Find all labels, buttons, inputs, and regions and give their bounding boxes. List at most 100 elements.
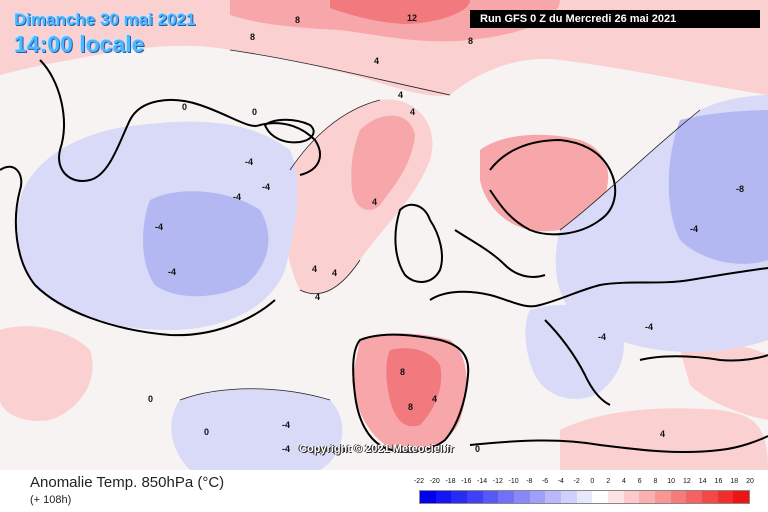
contour-label: 4 — [432, 394, 437, 404]
copyright-notice: Copyright © 2021 Meteociel.fr — [299, 443, 454, 455]
contour-label: -4 — [233, 192, 241, 202]
legend-swatch — [655, 491, 671, 503]
warm-area-arctic-max — [330, 0, 470, 24]
coast-scandinavia — [489, 138, 617, 236]
cold-area-central-europe — [525, 305, 624, 399]
legend-swatch — [576, 491, 593, 503]
warm-area-atlantic-core — [351, 115, 415, 210]
contour-lines — [179, 49, 701, 401]
contour-label: 0 — [204, 427, 209, 437]
legend-swatch — [498, 491, 515, 503]
map-canvas: 12 8 8 8 4 4 0 0 -4 -4 -4 -4 -4 4 4 4 4 … — [0, 0, 768, 470]
warm-area-east-med — [680, 344, 768, 420]
coast-uk — [394, 203, 443, 283]
legend-tick-label: -18 — [445, 478, 456, 485]
legend-swatch — [435, 491, 452, 503]
legend-swatch — [623, 491, 640, 503]
legend-swatch — [482, 491, 499, 503]
cold-area-north-atlantic-core — [143, 191, 269, 297]
contour-labels: 12 8 8 8 4 4 0 0 -4 -4 -4 -4 -4 4 4 4 4 … — [148, 13, 744, 454]
legend-tick-label: -20 — [429, 478, 440, 485]
legend-swatch — [608, 491, 624, 503]
legend-swatch — [717, 491, 734, 503]
contour-label: 4 — [660, 429, 665, 439]
contour-label: 8 — [400, 367, 405, 377]
contour-label: 4 — [312, 264, 317, 274]
legend-tick-label: 2 — [606, 478, 611, 485]
contour-label: -4 — [155, 222, 163, 232]
legend-swatch — [733, 491, 750, 503]
coast-greenland — [39, 59, 321, 182]
contour-label: 0 — [148, 394, 153, 404]
legend-swatch — [467, 491, 483, 503]
contour-label: -4 — [282, 444, 290, 454]
legend-swatch — [514, 491, 530, 503]
contour-label: 4 — [398, 90, 403, 100]
contour-label: -4 — [168, 267, 176, 277]
legend-tick-label: 6 — [637, 478, 642, 485]
legend-tick-label: 14 — [698, 478, 707, 485]
legend-tick-label: 8 — [653, 478, 658, 485]
coast-europe-mainland — [429, 267, 768, 308]
legend-tick-label: -10 — [508, 478, 519, 485]
legend-tick-label: 18 — [730, 478, 739, 485]
contour-label: -8 — [736, 184, 744, 194]
warm-area-scandinavia — [480, 134, 609, 232]
legend-swatch — [592, 491, 609, 503]
legend-labels: -22 -20 -18 -16 -14 -12 -10 -8 -6 -4 -2 0 2 4 6 8 10 12 14… — [414, 478, 754, 488]
legend-color-bar — [419, 490, 750, 504]
contour-label: 8 — [295, 15, 300, 25]
contour-label: 0 — [182, 102, 187, 112]
coast-iceland — [263, 118, 315, 144]
legend-tick-label: -8 — [526, 478, 533, 485]
forecast-lead-time: (+ 108h) — [30, 494, 72, 506]
contour-line — [299, 259, 361, 295]
legend-tick-label: -4 — [557, 478, 564, 485]
legend-swatch — [686, 491, 703, 503]
contour-line — [559, 109, 701, 231]
model-run-label: Run GFS 0 Z du Mercredi 26 mai 2021 — [470, 10, 760, 28]
contour-label: 12 — [407, 13, 417, 23]
contour-label: 4 — [315, 292, 320, 302]
warm-area-west-atlantic — [0, 326, 93, 421]
contour-label: 0 — [252, 107, 257, 117]
legend-tick-label: 16 — [714, 478, 723, 485]
legend-tick-label: -14 — [476, 478, 488, 485]
coast-labrador — [0, 165, 276, 337]
contour-label: 8 — [250, 32, 255, 42]
contour-label: -4 — [598, 332, 606, 342]
forecast-local-time: 14:00 locale — [14, 31, 145, 57]
forecast-date: Dimanche 30 mai 2021 — [14, 10, 196, 29]
contour-label: 4 — [410, 107, 415, 117]
contour-label: 0 — [475, 444, 480, 454]
legend-swatch — [420, 491, 436, 503]
legend-swatch — [561, 491, 577, 503]
contour-label: 8 — [468, 36, 473, 46]
contour-label: -4 — [262, 182, 270, 192]
coastlines — [0, 59, 768, 454]
coast-north-sea — [454, 229, 546, 278]
variable-title: Anomalie Temp. 850hPa (°C) — [30, 474, 225, 491]
legend-swatch — [670, 491, 687, 503]
coast-north-africa — [469, 435, 768, 454]
contour-line — [179, 388, 331, 401]
coast-iberia — [352, 333, 470, 453]
contour-label: 8 — [408, 402, 413, 412]
contour-label: -4 — [282, 420, 290, 430]
legend-tick-label: 0 — [590, 478, 595, 485]
legend-swatch — [529, 491, 546, 503]
legend-swatch — [545, 491, 562, 503]
legend-swatch — [702, 491, 718, 503]
cold-area-russia-core — [668, 110, 768, 264]
legend-tick-label: 12 — [683, 478, 691, 485]
contour-label: -4 — [690, 224, 698, 234]
warm-area-north-africa — [560, 408, 768, 470]
contour-line — [289, 99, 381, 171]
contour-label: 4 — [332, 268, 337, 278]
legend-tick-label: -16 — [461, 478, 472, 485]
contour-label: 4 — [372, 197, 377, 207]
coast-italy — [544, 319, 611, 406]
legend-tick-label: -12 — [492, 478, 503, 485]
legend-tick-label: -6 — [541, 478, 549, 485]
legend-tick-label: -22 — [413, 478, 425, 485]
